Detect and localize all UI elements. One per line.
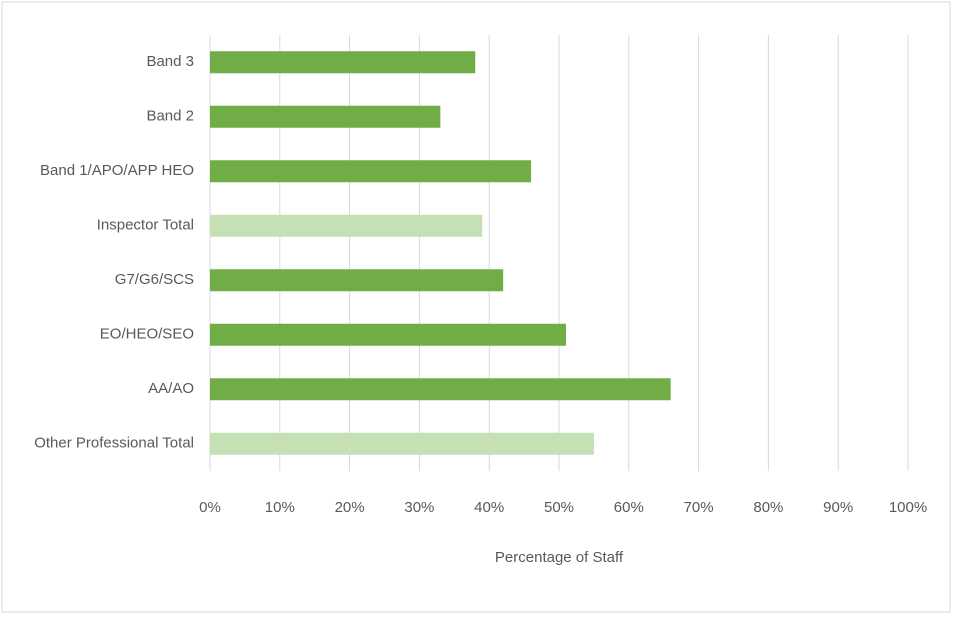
bar	[210, 432, 594, 455]
x-tick-label: 50%	[544, 499, 574, 516]
y-tick-label: AA/AO	[148, 380, 194, 397]
bar	[210, 51, 476, 74]
x-tick-label: 0%	[199, 499, 221, 516]
y-tick-label: G7/G6/SCS	[115, 271, 194, 288]
x-tick-label: 70%	[684, 499, 714, 516]
bar	[210, 323, 566, 346]
bar	[210, 105, 441, 128]
bar	[210, 214, 483, 237]
x-tick-label: 10%	[265, 499, 295, 516]
y-tick-label: Band 2	[146, 108, 194, 125]
x-tick-label: 100%	[889, 499, 927, 516]
y-tick-label: EO/HEO/SEO	[100, 326, 194, 343]
x-tick-label: 20%	[335, 499, 365, 516]
y-tick-label: Band 3	[146, 53, 194, 70]
x-axis-label: Percentage of Staff	[495, 549, 624, 566]
bar	[210, 269, 504, 292]
x-tick-label: 60%	[614, 499, 644, 516]
bar	[210, 160, 532, 183]
x-tick-label: 80%	[753, 499, 783, 516]
y-tick-label: Inspector Total	[97, 217, 194, 234]
x-tick-label: 90%	[823, 499, 853, 516]
x-tick-label: 40%	[474, 499, 504, 516]
y-tick-label: Band 1/APO/APP HEO	[40, 162, 194, 179]
chart-border	[1, 1, 951, 613]
x-tick-label: 30%	[404, 499, 434, 516]
y-tick-label: Other Professional Total	[34, 435, 194, 452]
bar	[210, 378, 671, 401]
